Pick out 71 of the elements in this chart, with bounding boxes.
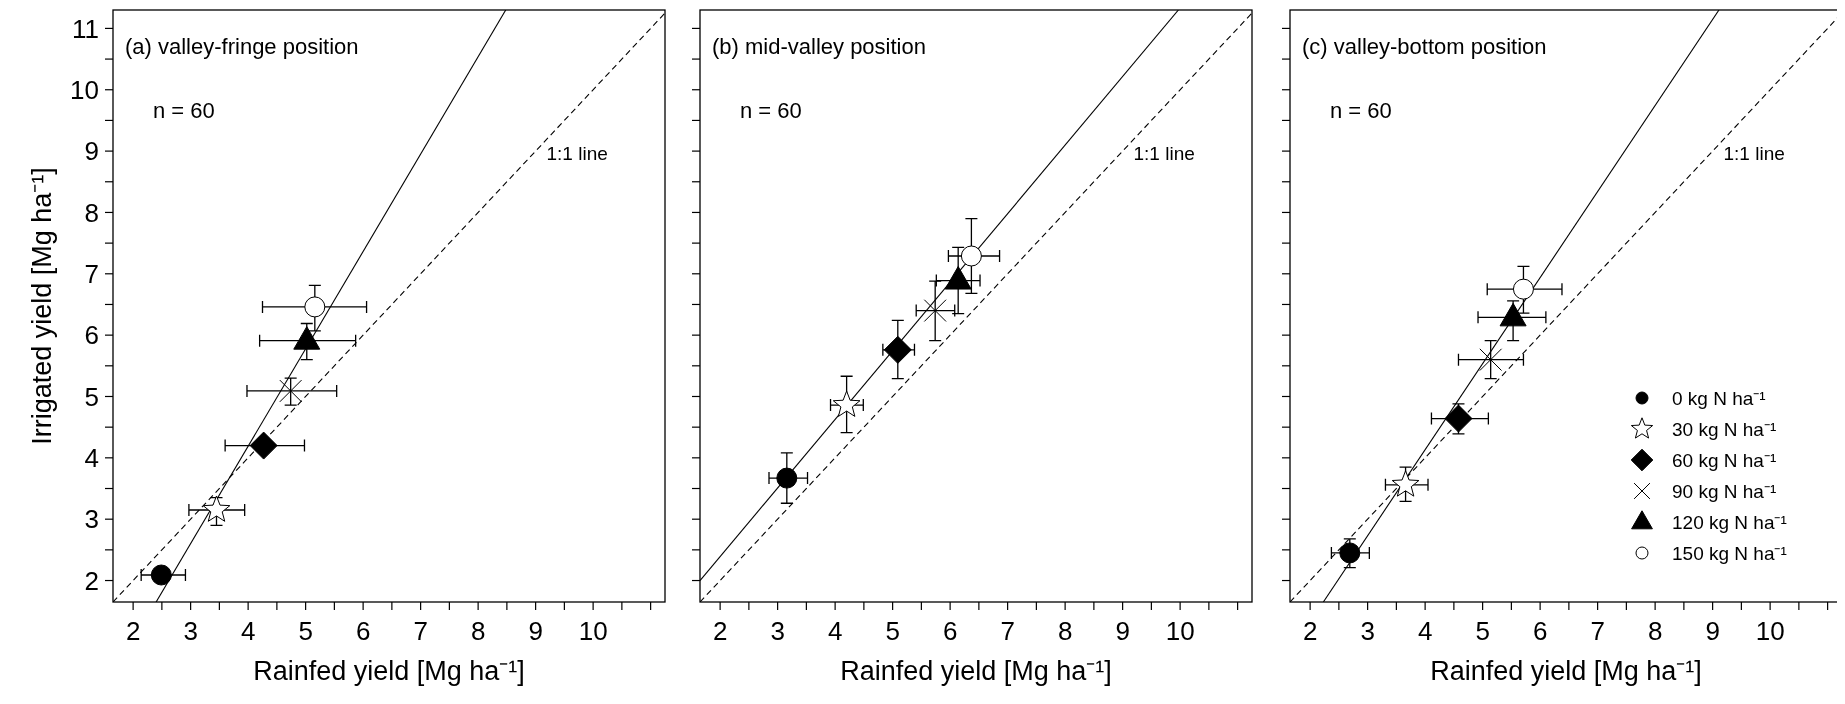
x-tick-label: 2 bbox=[1302, 616, 1318, 646]
x-tick-label: 10 bbox=[578, 616, 608, 646]
y-tick-label: 2 bbox=[84, 565, 99, 596]
x-tick-label: 4 bbox=[240, 616, 256, 646]
point bbox=[279, 379, 303, 403]
series-label: 1:1 line bbox=[546, 143, 608, 165]
point bbox=[1512, 278, 1534, 300]
point bbox=[1339, 542, 1361, 564]
series-label: 1:1 line bbox=[1133, 143, 1195, 165]
x-tick-label: 5 bbox=[1475, 616, 1490, 646]
legend-label: 90 kg N ha⁻¹ bbox=[1672, 481, 1777, 502]
text: (c) valley-bottom position bbox=[1302, 34, 1547, 59]
x-tick-label: 6 bbox=[1532, 616, 1548, 646]
point bbox=[202, 495, 231, 522]
x-tick-label: 10 bbox=[1755, 616, 1785, 646]
point bbox=[776, 467, 798, 489]
x-tick-label: 9 bbox=[528, 616, 543, 646]
point bbox=[304, 296, 326, 318]
series-label: 1:1 line bbox=[1723, 143, 1785, 165]
point bbox=[150, 564, 172, 586]
x-axis-title: Rainfed yield [Mg ha⁻¹] bbox=[253, 656, 525, 686]
text: (a) valley-fringe position bbox=[125, 34, 359, 59]
x-tick-label: 7 bbox=[1590, 616, 1605, 646]
x-tick-label: 7 bbox=[413, 616, 428, 646]
x-tick-label: 4 bbox=[827, 616, 843, 646]
y-tick-label: 5 bbox=[84, 381, 99, 412]
legend-label: 60 kg N ha⁻¹ bbox=[1672, 450, 1777, 471]
y-tick-label: 4 bbox=[84, 442, 99, 473]
x-axis-title: Rainfed yield [Mg ha⁻¹] bbox=[840, 656, 1112, 686]
x-tick-label: 2 bbox=[712, 616, 728, 646]
legend-label: 30 kg N ha⁻¹ bbox=[1672, 419, 1777, 440]
y-tick-label: 11 bbox=[72, 13, 99, 44]
x-tick-label: 3 bbox=[770, 616, 785, 646]
annotation: n = 60 bbox=[740, 98, 802, 123]
point bbox=[1391, 470, 1420, 497]
point bbox=[923, 299, 947, 322]
x-tick-label: 4 bbox=[1417, 616, 1433, 646]
x-tick-label: 9 bbox=[1705, 616, 1720, 646]
x-tick-label: 6 bbox=[942, 616, 958, 646]
x-tick-label: 5 bbox=[298, 616, 313, 646]
point bbox=[832, 390, 861, 417]
point bbox=[249, 431, 278, 460]
y-axis-title: Irrigated yield [Mg ha⁻¹] bbox=[27, 167, 57, 445]
y-tick-label: 10 bbox=[70, 74, 99, 105]
x-tick-label: 6 bbox=[355, 616, 371, 646]
y-tick-label: 8 bbox=[84, 197, 99, 228]
point bbox=[1479, 348, 1503, 372]
text: (b) mid-valley position bbox=[712, 34, 926, 59]
x-tick-label: 10 bbox=[1165, 616, 1195, 646]
x-tick-label: 2 bbox=[125, 616, 141, 646]
x-tick-label: 8 bbox=[470, 616, 486, 646]
legend-label: 120 kg N ha⁻¹ bbox=[1672, 512, 1787, 533]
x-tick-label: 9 bbox=[1115, 616, 1130, 646]
x-tick-label: 8 bbox=[1057, 616, 1073, 646]
y-tick-label: 9 bbox=[84, 136, 99, 167]
annotation: n = 60 bbox=[153, 98, 215, 123]
annotation: n = 60 bbox=[1330, 98, 1392, 123]
x-tick-label: 8 bbox=[1647, 616, 1663, 646]
point bbox=[1444, 404, 1473, 433]
x-tick-label: 5 bbox=[885, 616, 900, 646]
legend-label: 150 kg N ha⁻¹ bbox=[1672, 543, 1787, 564]
x-tick-label: 7 bbox=[1000, 616, 1015, 646]
x-axis-title: Rainfed yield [Mg ha⁻¹] bbox=[1430, 656, 1702, 686]
legend-label: 0 kg N ha⁻¹ bbox=[1672, 388, 1766, 409]
point bbox=[960, 245, 982, 267]
y-tick-label: 6 bbox=[84, 320, 99, 351]
y-tick-label: 7 bbox=[84, 258, 99, 289]
point bbox=[883, 335, 912, 364]
x-tick-label: 3 bbox=[1360, 616, 1375, 646]
x-tick-label: 3 bbox=[183, 616, 198, 646]
y-tick-label: 3 bbox=[84, 504, 99, 535]
